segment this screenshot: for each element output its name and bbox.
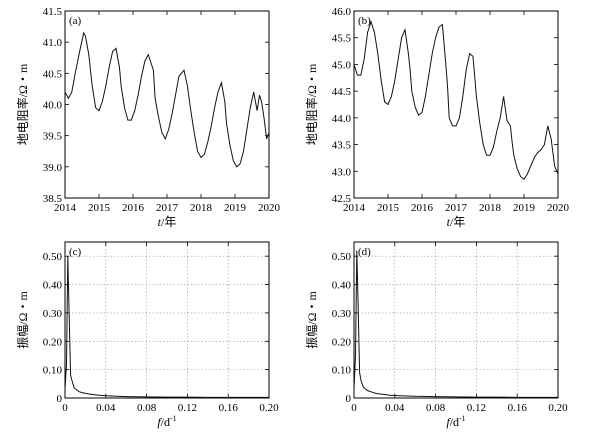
panel-b-xtick-label-2: 2016 [411,202,434,214]
panel-a-xtick-label-0: 2014 [54,202,77,214]
panel-c: 0 0.04 0.08 0.12 0.16 0.20 0 0.10 0.20 0.30 0.40 0.… [15,241,279,429]
panel-a-xtick-label-1: 2015 [88,202,111,214]
panel-c-ytick-label-4: 0.40 [43,280,63,292]
panel-c-xtick-label-1: 0.04 [96,402,116,414]
panel-c-frame [64,241,270,399]
panel-c-ytick-label-1: 0.10 [43,365,63,377]
panel-b-panel-label: (b) [358,15,371,27]
panel-a-panel-label: (a) [69,15,82,27]
panel-c-ytick-label-3: 0.30 [43,308,63,320]
panel-b-frame [353,10,559,199]
panel-d-series-line-0 [353,250,558,398]
panel-b: 2014 2015 2016 2017 2018 2019 2020 42.5 43.0 43.5… [304,6,570,229]
panel-c-x-axis-label: f/d-1 [157,414,176,429]
panel-c-ytick-label-2: 0.20 [43,336,63,348]
panel-d-xtick-label-2: 0.08 [426,402,446,414]
panel-b-ytick-label-5: 45.0 [332,59,352,71]
panel-a: 2014 2015 2016 2017 2018 2019 2020 38.5 39.0 39.5… [15,6,281,229]
panel-a-ytick-label-5: 41.0 [43,37,63,49]
panel-a-ytick-label-4: 40.5 [43,68,63,80]
panel-b-ytick-label-1: 43.0 [332,166,352,178]
panel-c-ytick-label-5: 0.50 [43,251,63,263]
panel-c-panel-label: (c) [69,246,82,258]
panel-d-xtick-label-5: 0.20 [548,402,568,414]
panel-a-ytick-label-1: 39.0 [43,162,63,174]
panel-b-ytick-label-6: 45.5 [332,33,352,45]
panel-b-xtick-label-3: 2017 [445,202,468,214]
panel-b-series-line-0 [353,20,559,181]
panel-d-x-axis-label: f/d-1 [446,414,465,429]
panel-b-ytick-label-3: 44.0 [332,113,352,125]
panel-a-xtick-label-2: 2016 [122,202,145,214]
panel-a-xtick-label-3: 2017 [156,202,179,214]
panel-a-xtick-label-4: 2018 [190,202,213,214]
panel-b-xtick-label-0: 2014 [343,202,366,214]
panel-d-frame [353,241,559,399]
panel-d-ytick-label-1: 0.10 [332,365,352,377]
panel-d-xtick-label-3: 0.12 [467,402,486,414]
panel-b-xtick-label-1: 2015 [377,202,400,214]
panel-c-xtick-label-2: 0.08 [137,402,157,414]
panel-b-ytick-label-7: 46.0 [332,6,352,18]
panel-d-panel-label: (d) [358,246,371,258]
panel-d-ytick-label-2: 0.20 [332,336,352,348]
panel-d-ytick-label-3: 0.30 [332,308,352,320]
panel-b-ytick-label-4: 44.5 [332,86,352,98]
panel-a-ytick-label-3: 40.0 [43,100,63,112]
panel-a-x-axis-label: t/年 [158,215,177,229]
panel-b-ytick-label-2: 43.5 [332,140,352,152]
panel-b-ytick-label-0: 42.5 [332,193,352,205]
panel-b-xtick-label-6: 2020 [547,202,570,214]
panel-b-xtick-label-5: 2019 [513,202,536,214]
panel-c-series-line-0 [64,256,269,398]
panel-c-xtick-label-4: 0.16 [219,402,239,414]
panel-a-ytick-label-6: 41.5 [43,6,63,18]
panel-b-xtick-label-4: 2018 [479,202,502,214]
panel-a-ytick-label-0: 38.5 [43,193,63,205]
panel-a-y-axis-label: 地电阻率/Ω・m [15,63,30,145]
panel-d-ytick-label-4: 0.40 [332,280,352,292]
panel-a-ytick-label-2: 39.5 [43,131,63,143]
panel-c-xtick-label-0: 0 [62,402,68,414]
panel-c-y-axis-label: 振幅/Ω・m [15,291,30,349]
panel-d-y-axis-label: 振幅/Ω・m [304,291,319,349]
panel-c-xtick-label-3: 0.12 [178,402,197,414]
panel-d: 0 0.04 0.08 0.12 0.16 0.20 0 0.10 0.20 0.30 0.40 0.… [304,241,568,429]
panel-b-x-axis-label: t/年 [447,215,466,229]
panel-c-ytick-label-0: 0 [57,393,63,405]
panel-c-xtick-label-5: 0.20 [259,402,279,414]
panel-b-y-axis-label: 地电阻率/Ω・m [304,63,319,145]
panel-d-ytick-label-5: 0.50 [332,251,352,263]
panel-a-xtick-label-5: 2019 [224,202,247,214]
panel-a-xtick-label-6: 2020 [258,202,281,214]
panel-d-xtick-label-0: 0 [351,402,357,414]
panel-d-xtick-label-4: 0.16 [508,402,528,414]
panel-a-series-line-0 [64,31,270,168]
panel-d-ytick-label-0: 0 [346,393,352,405]
panel-d-xtick-label-1: 0.04 [385,402,405,414]
